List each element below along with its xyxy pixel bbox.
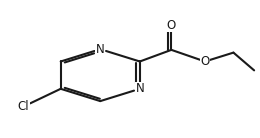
Text: O: O (200, 55, 210, 68)
Text: N: N (96, 43, 105, 56)
Text: O: O (167, 19, 176, 32)
Text: N: N (135, 82, 144, 95)
Text: Cl: Cl (18, 100, 29, 113)
